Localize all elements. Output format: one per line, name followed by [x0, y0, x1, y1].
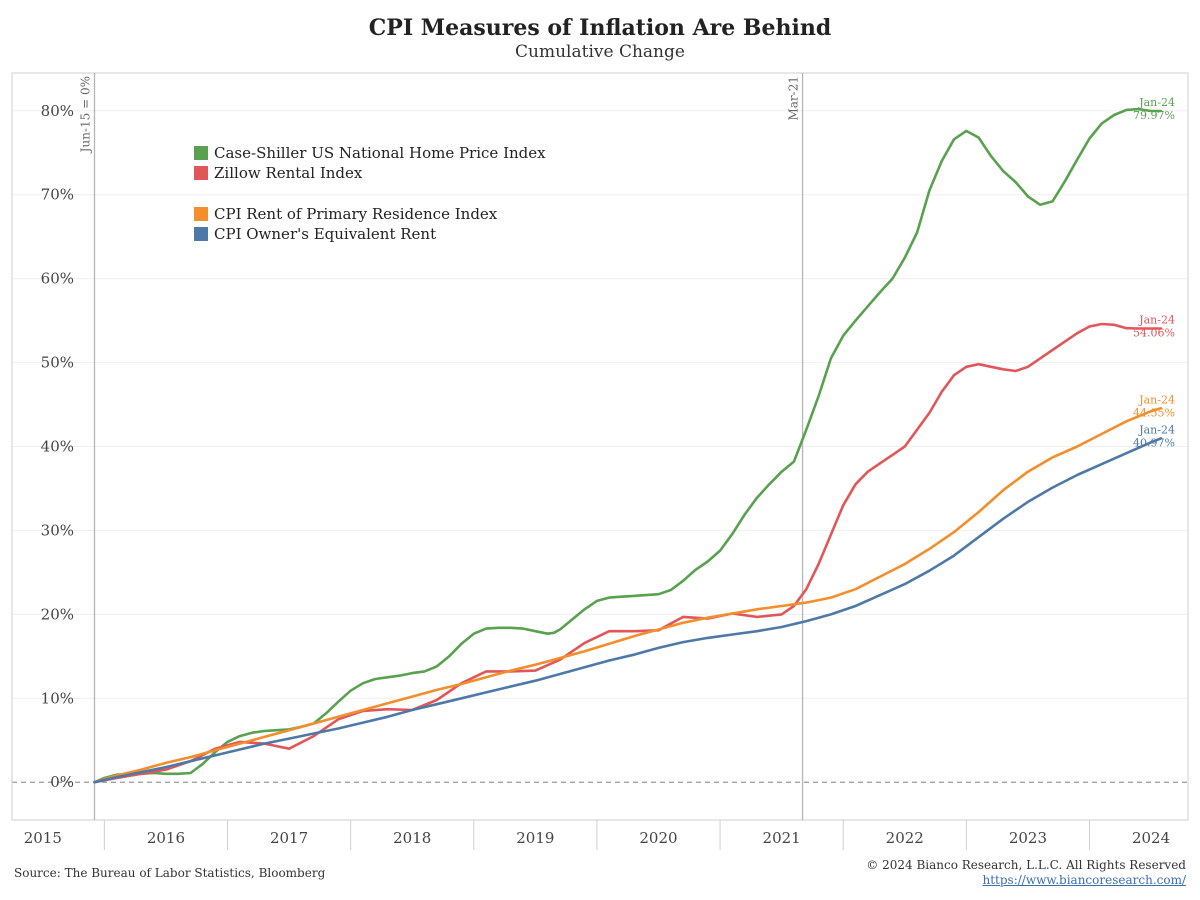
x-tick-label: 2020	[639, 829, 677, 847]
end-labels: Jan-2479.97%Jan-2454.06%Jan-2444.55%Jan-…	[1133, 96, 1175, 449]
x-tick-label: 2016	[147, 829, 185, 847]
y-tick-label: 80%	[41, 102, 74, 120]
y-tick-label: 50%	[41, 354, 74, 372]
legend-label: Zillow Rental Index	[214, 164, 363, 182]
series-line	[93, 437, 1163, 784]
end-date-label: Jan-24	[1138, 423, 1175, 436]
x-tick-label: 2023	[1009, 829, 1047, 847]
copyright-note: © 2024 Bianco Research, L.L.C. All Right…	[866, 858, 1186, 872]
y-tick-label: 0%	[50, 773, 74, 791]
grid	[12, 110, 1188, 783]
end-date-label: Jan-24	[1138, 393, 1175, 406]
y-tick-label: 70%	[41, 186, 74, 204]
y-tick-label: 20%	[41, 605, 74, 623]
end-value-label: 54.06%	[1133, 326, 1175, 339]
legend-label: CPI Owner's Equivalent Rent	[214, 225, 436, 243]
x-tick-label: 2015	[24, 829, 62, 847]
x-tick-label: 2018	[393, 829, 431, 847]
website-link[interactable]: https://www.biancoresearch.com/	[982, 873, 1186, 887]
legend-swatch	[194, 146, 208, 160]
chart-title: CPI Measures of Inflation Are Behind	[368, 15, 832, 41]
x-tick-label: 2024	[1132, 829, 1170, 847]
legend-swatch	[194, 227, 208, 241]
end-value-label: 79.97%	[1133, 109, 1175, 122]
x-tick-label: 2021	[763, 829, 801, 847]
reference-line-label: Jun-15 = 0%	[79, 76, 93, 154]
reference-line-label: Mar-21	[787, 76, 801, 121]
legend-swatch	[194, 166, 208, 180]
chart-subtitle: Cumulative Change	[515, 42, 685, 62]
reference-lines: Jun-15 = 0% Mar-21	[79, 73, 804, 820]
y-tick-label: 60%	[41, 270, 74, 288]
x-tick-label: 2017	[270, 829, 308, 847]
end-value-label: 40.97%	[1133, 436, 1175, 449]
legend-label: CPI Rent of Primary Residence Index	[214, 205, 498, 223]
source-note: Source: The Bureau of Labor Statistics, …	[14, 866, 326, 880]
legend: Case-Shiller US National Home Price Inde…	[194, 144, 546, 243]
series-line	[93, 407, 1163, 784]
y-tick-label: 40%	[41, 438, 74, 456]
x-tick-label: 2019	[516, 829, 554, 847]
axes: 0% 10% 20% 30% 40% 50% 60% 70% 80% 2015 2016 2017 20…	[11, 72, 1189, 850]
end-value-label: 44.55%	[1133, 406, 1175, 419]
legend-label: Case-Shiller US National Home Price Inde…	[214, 144, 546, 162]
y-tick-label: 10%	[41, 689, 74, 707]
series-line	[93, 322, 1163, 784]
series-group	[93, 107, 1163, 784]
end-date-label: Jan-24	[1138, 313, 1175, 326]
series-line	[93, 107, 1163, 784]
plot-frame	[11, 72, 1189, 821]
end-date-label: Jan-24	[1138, 96, 1175, 109]
legend-swatch	[194, 207, 208, 221]
x-tick-label: 2022	[886, 829, 924, 847]
y-tick-label: 30%	[41, 521, 74, 539]
